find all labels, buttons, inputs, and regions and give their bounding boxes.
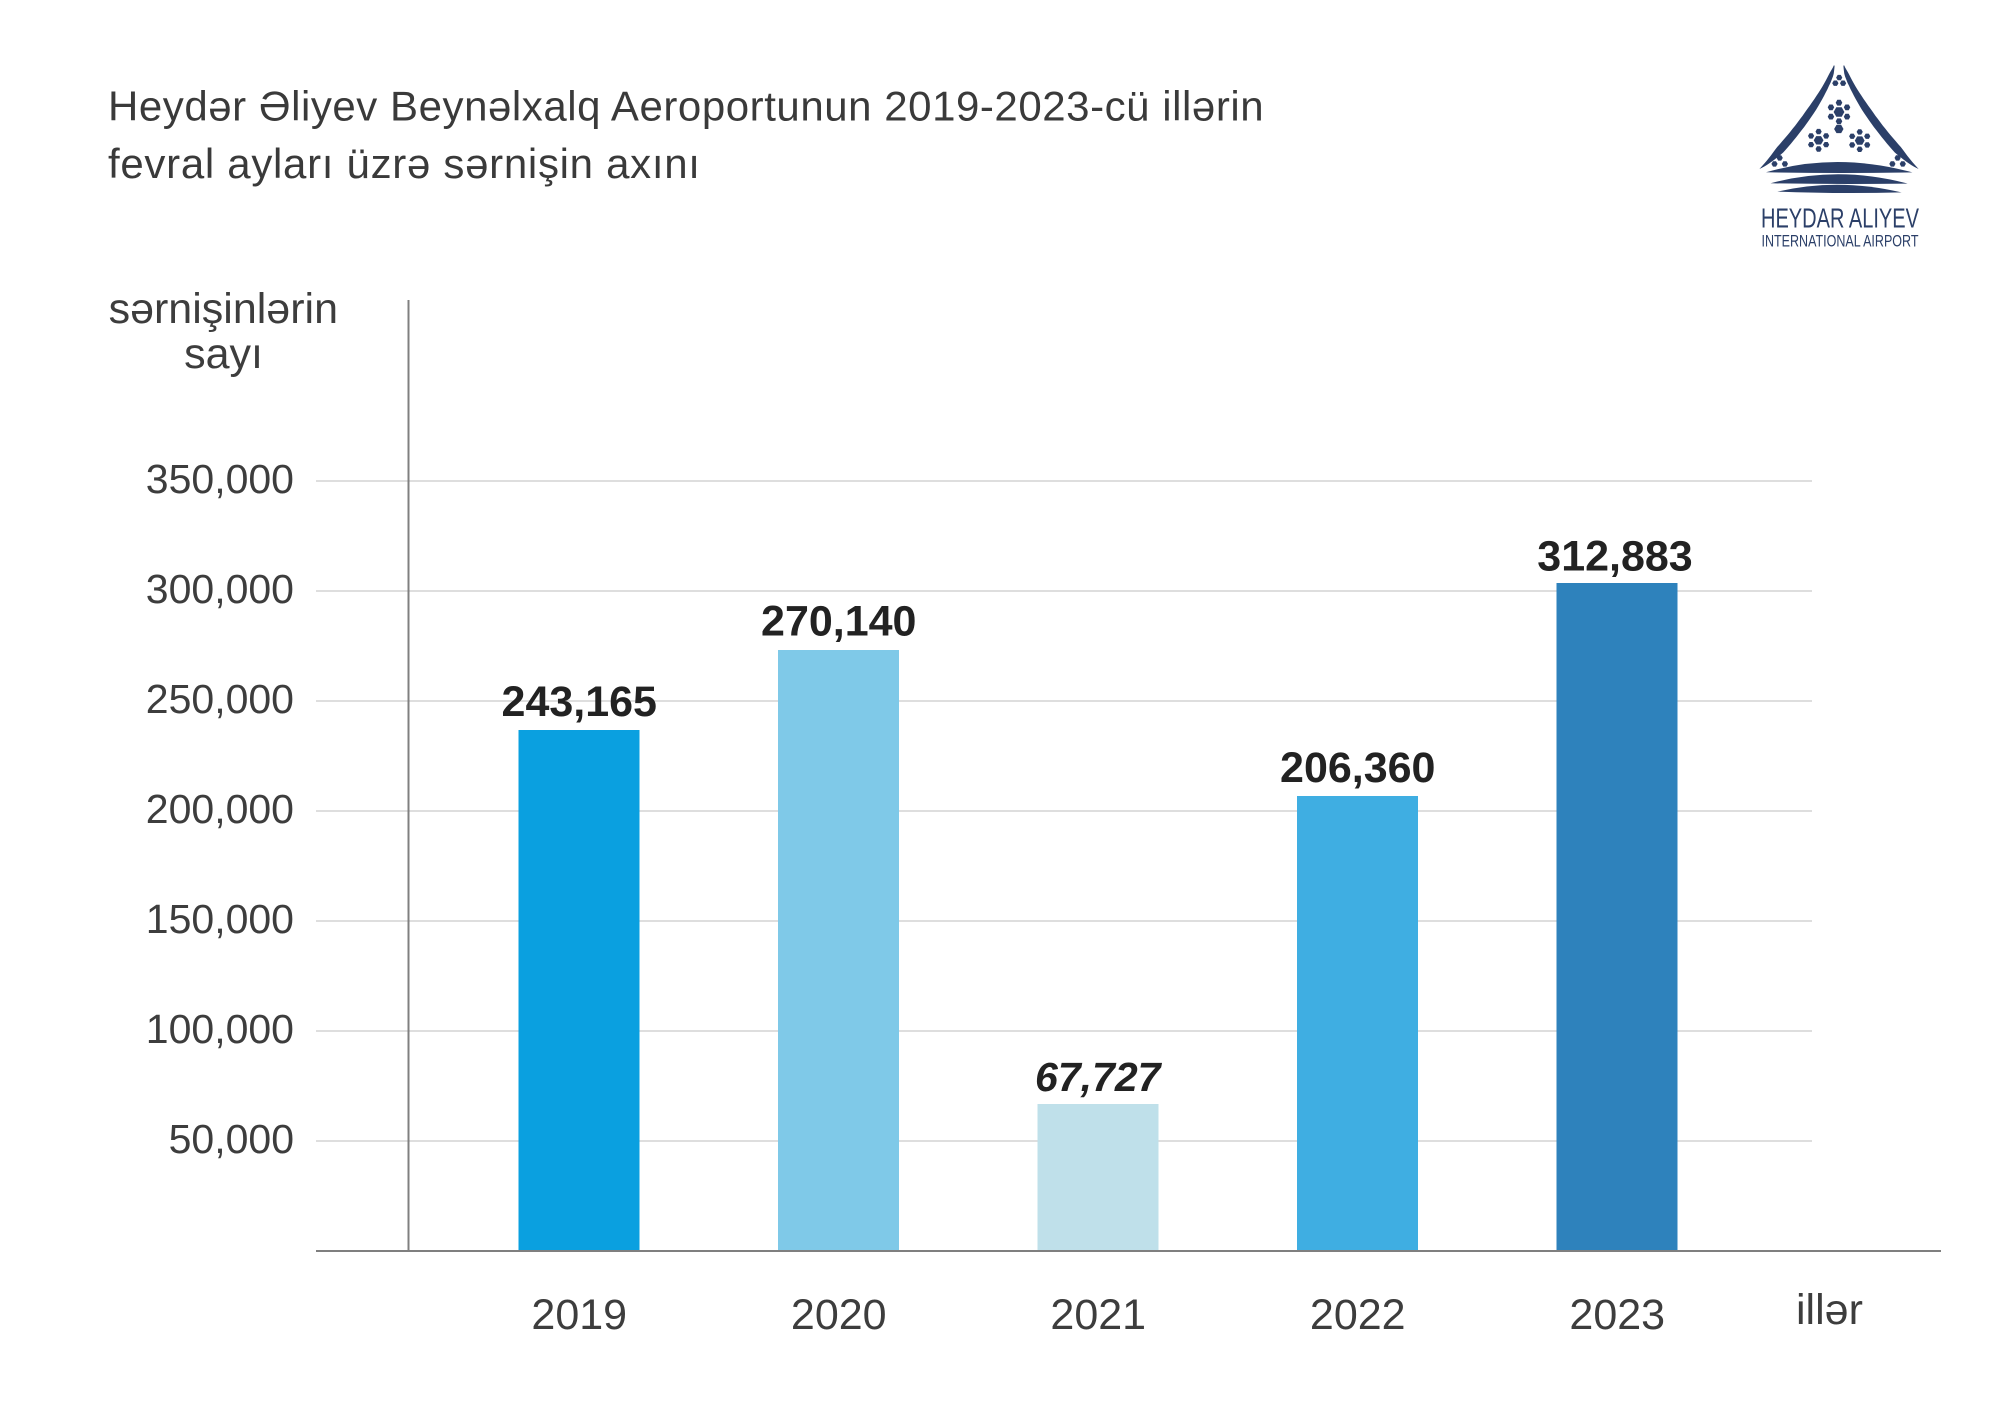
svg-text:2019: 2019 xyxy=(531,1291,627,1339)
svg-text:2023: 2023 xyxy=(1569,1291,1665,1339)
svg-text:270,140: 270,140 xyxy=(761,598,916,646)
svg-text:243,165: 243,165 xyxy=(502,678,657,726)
svg-text:350,000: 350,000 xyxy=(146,456,294,502)
svg-text:206,360: 206,360 xyxy=(1280,744,1435,792)
svg-text:200,000: 200,000 xyxy=(146,786,294,832)
svg-text:2020: 2020 xyxy=(791,1291,887,1339)
svg-text:67,727: 67,727 xyxy=(1035,1054,1163,1100)
svg-text:250,000: 250,000 xyxy=(146,676,294,722)
svg-text:2021: 2021 xyxy=(1050,1291,1146,1339)
svg-text:50,000: 50,000 xyxy=(169,1116,294,1162)
svg-text:sərnişinlərin: sərnişinlərin xyxy=(109,285,338,333)
svg-text:Heydər Əliyev Beynəlxalq Aerop: Heydər Əliyev Beynəlxalq Aeroportunun 20… xyxy=(108,83,1264,130)
svg-text:HEYDAR ALIYEV: HEYDAR ALIYEV xyxy=(1761,203,1919,234)
svg-text:fevral ayları üzrə sərnişin ax: fevral ayları üzrə sərnişin axını xyxy=(108,140,701,187)
svg-text:illər: illər xyxy=(1796,1286,1863,1334)
svg-text:INTERNATIONAL AIRPORT: INTERNATIONAL AIRPORT xyxy=(1762,233,1919,251)
svg-text:300,000: 300,000 xyxy=(146,566,294,612)
svg-text:sayı: sayı xyxy=(184,330,263,378)
svg-text:100,000: 100,000 xyxy=(146,1006,294,1052)
svg-text:312,883: 312,883 xyxy=(1537,533,1692,581)
svg-text:2022: 2022 xyxy=(1310,1291,1406,1339)
svg-text:150,000: 150,000 xyxy=(146,896,294,942)
